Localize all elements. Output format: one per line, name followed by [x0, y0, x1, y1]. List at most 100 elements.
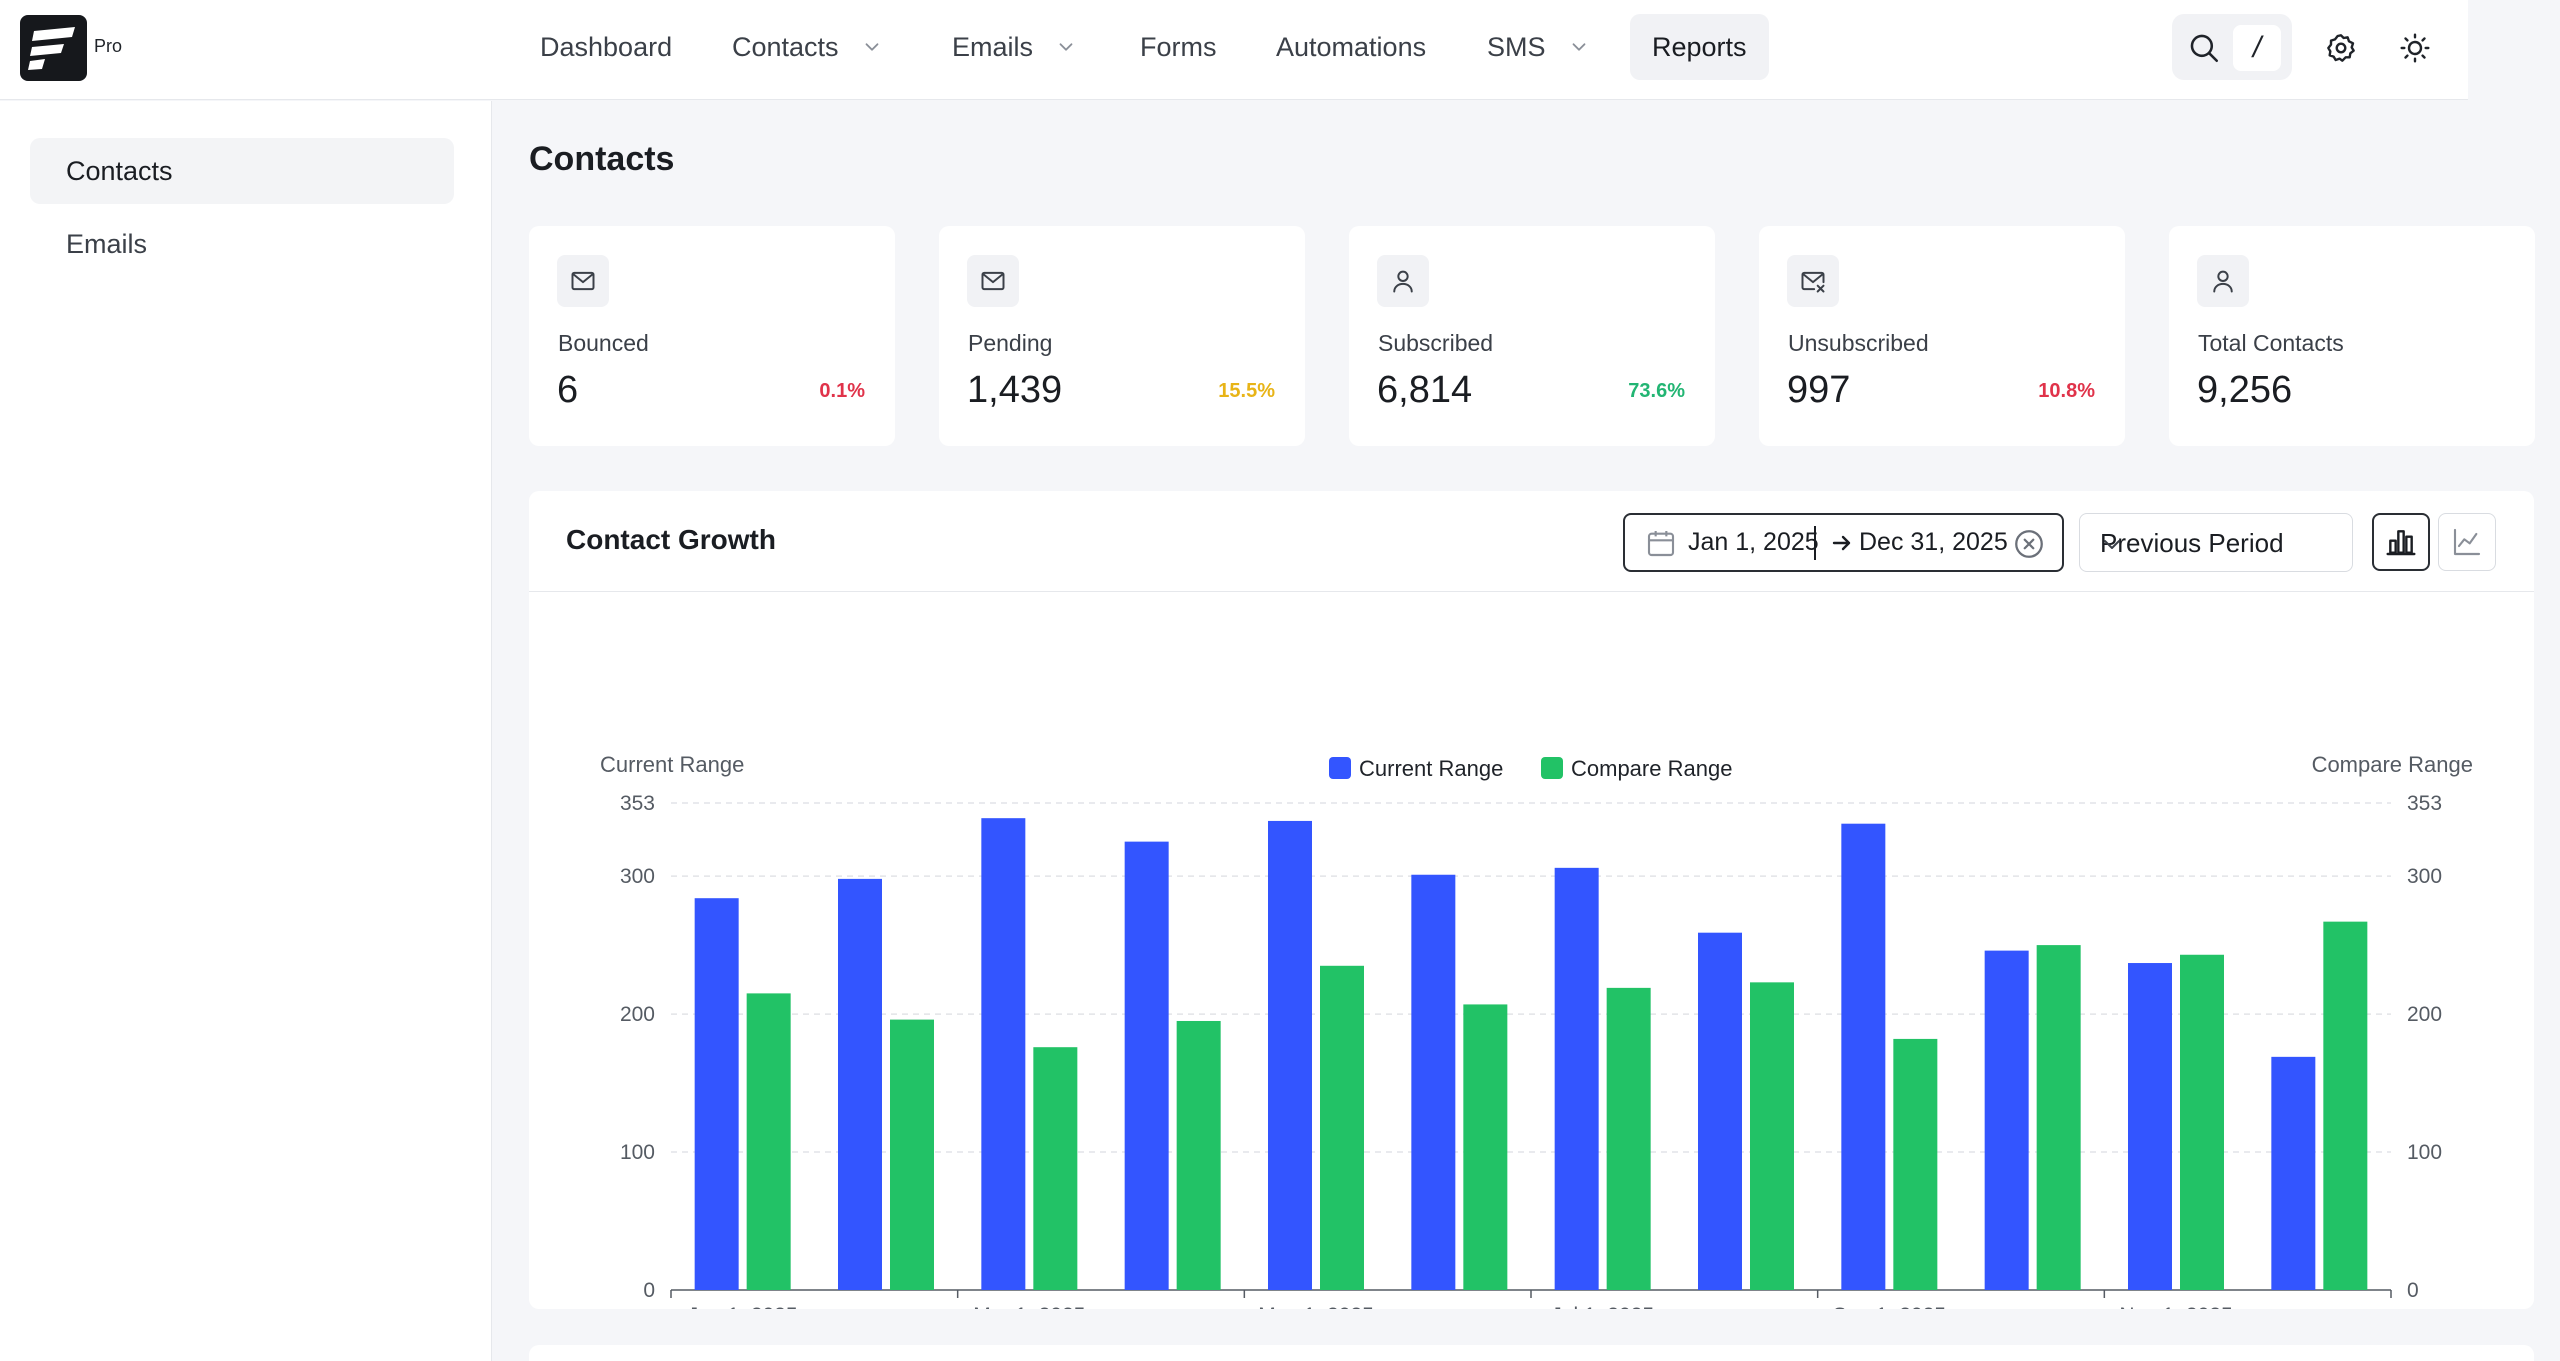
right-axis-title: Compare Range: [2312, 752, 2473, 777]
y-tick-label-right: 353: [2407, 792, 2442, 815]
mail-icon: [557, 255, 609, 307]
chevron-down-icon: [861, 16, 883, 82]
compare-range-bar: [1033, 1047, 1078, 1290]
current-range-bar: [1984, 950, 2029, 1290]
panel-title: Contact Growth: [566, 524, 776, 555]
y-tick-label-right: 0: [2407, 1279, 2419, 1302]
compare-range-bar: [746, 993, 791, 1290]
stat-percent: 10.8%: [2038, 380, 2095, 402]
text-cursor: [1814, 526, 1816, 560]
nav-item-label: Contacts: [732, 32, 839, 62]
nav-item-sms[interactable]: SMS: [1465, 14, 1612, 80]
y-tick-label-left: 300: [620, 865, 655, 888]
stat-card-pending: Pending 1,439 15.5%: [939, 226, 1305, 446]
y-tick-label-left: 353: [620, 792, 655, 815]
chevron-down-icon: [1568, 16, 1590, 82]
nav-item-label: Forms: [1140, 32, 1217, 62]
x-tick-label: Jul 1, 2025: [1551, 1304, 1654, 1309]
sidebar-item-contacts[interactable]: Contacts: [30, 138, 454, 204]
legend-label: Compare Range: [1571, 756, 1732, 781]
compare-range-bar: [2036, 945, 2081, 1290]
current-range-bar: [2128, 963, 2172, 1290]
stat-label: Pending: [968, 330, 1053, 356]
mail-x-icon: [1787, 255, 1839, 307]
stat-value: 6,814: [1377, 369, 1473, 411]
search-shortcut-key: /: [2233, 25, 2281, 71]
nav-item-emails[interactable]: Emails: [930, 14, 1099, 80]
compare-range-bar: [1893, 1038, 1938, 1290]
current-range-bar: [1411, 874, 1456, 1290]
mail-icon: [967, 255, 1019, 307]
search-icon[interactable]: [2182, 26, 2226, 70]
nav-item-label: Automations: [1276, 32, 1427, 62]
contact-growth-chart: 0 0 100 100 200 200 300 300 353 353 Jan 1, 2025 Mar…: [600, 752, 2473, 1309]
plan-badge: Pro: [94, 36, 123, 56]
top-navigation: Pro Dashboard Contacts Emails Forms Automati…: [0, 0, 2468, 100]
current-range-bar: [1698, 932, 1742, 1290]
legend-label: Current Range: [1359, 756, 1503, 781]
nav-item-forms[interactable]: Forms: [1118, 14, 1239, 80]
nav-item-dashboard[interactable]: Dashboard: [518, 14, 694, 80]
y-tick-label-left: 0: [643, 1279, 655, 1302]
stat-percent: 15.5%: [1218, 380, 1275, 402]
compare-period-select[interactable]: Previous Period: [2079, 513, 2353, 572]
stat-percent: 0.1%: [819, 380, 865, 402]
compare-range-bar: [2180, 954, 2224, 1290]
compare-range-bar: [890, 1019, 934, 1290]
current-range-bar: [1554, 867, 1599, 1290]
date-range-picker[interactable]: Jan 1, 2025 Dec 31, 2025: [1623, 513, 2064, 572]
stat-value: 9,256: [2197, 369, 2293, 411]
x-tick-label: Nov 1, 2025: [2119, 1304, 2232, 1309]
clear-date-icon[interactable]: [2012, 527, 2046, 566]
y-tick-label-right: 100: [2407, 1141, 2442, 1164]
nav-item-label: SMS: [1487, 32, 1546, 62]
stat-card-subscribed: Subscribed 6,814 73.6%: [1349, 226, 1715, 446]
sidebar-item-emails[interactable]: Emails: [66, 229, 148, 259]
stat-label: Bounced: [558, 330, 649, 356]
gear-icon[interactable]: [2319, 26, 2363, 70]
brand-logo[interactable]: [20, 15, 87, 81]
compare-range-bar: [2323, 921, 2368, 1290]
sidebar: Contacts Emails: [0, 101, 492, 1361]
arrow-right-icon: [1830, 529, 1854, 562]
chevron-down-icon: [2100, 532, 2334, 563]
nav-item-reports[interactable]: Reports: [1630, 14, 1769, 80]
current-range-bar: [2271, 1056, 2316, 1290]
compare-range-bar: [1463, 1004, 1508, 1290]
stat-label: Total Contacts: [2198, 330, 2344, 356]
nav-item-automations[interactable]: Automations: [1254, 14, 1448, 80]
date-end-input[interactable]: Dec 31, 2025: [1859, 528, 2008, 556]
y-tick-label-right: 200: [2407, 1003, 2442, 1026]
y-tick-label-right: 300: [2407, 865, 2442, 888]
stat-value: 997: [1787, 369, 1851, 411]
current-range-bar: [1268, 820, 1312, 1290]
compare-range-bar: [1176, 1020, 1221, 1290]
y-tick-label-left: 100: [620, 1141, 655, 1164]
nav-item-label: Dashboard: [540, 32, 673, 62]
legend-swatch: [1329, 757, 1351, 779]
nav-item-label: Reports: [1652, 32, 1747, 62]
x-tick-label: May 1, 2025: [1258, 1304, 1374, 1309]
stat-percent: 73.6%: [1628, 380, 1685, 402]
current-range-bar: [838, 878, 882, 1290]
chevron-down-icon: [1055, 16, 1077, 82]
calendar-icon: [1645, 527, 1677, 564]
user-icon: [1377, 255, 1429, 307]
current-range-bar: [1841, 823, 1886, 1290]
date-start-input[interactable]: Jan 1, 2025: [1688, 528, 1819, 556]
line-chart-view-button[interactable]: [2438, 513, 2496, 571]
stat-value: 6: [557, 369, 579, 411]
bar-chart-view-button[interactable]: [2372, 513, 2430, 571]
stat-label: Subscribed: [1378, 330, 1494, 356]
y-tick-label-left: 200: [620, 1003, 655, 1026]
legend-swatch: [1541, 757, 1563, 779]
nav-item-label: Emails: [952, 32, 1034, 62]
next-panel: [529, 1345, 2534, 1361]
stat-card-unsubscribed: Unsubscribed 997 10.8%: [1759, 226, 2125, 446]
x-tick-label: Mar 1, 2025: [973, 1304, 1085, 1309]
current-range-bar: [1124, 841, 1169, 1290]
contact-growth-panel: Contact Growth Jan 1, 2025 Dec 31, 2025 …: [529, 491, 2534, 1309]
sun-icon[interactable]: [2393, 26, 2437, 70]
nav-item-contacts[interactable]: Contacts: [710, 14, 905, 80]
compare-range-bar: [1320, 965, 1364, 1290]
